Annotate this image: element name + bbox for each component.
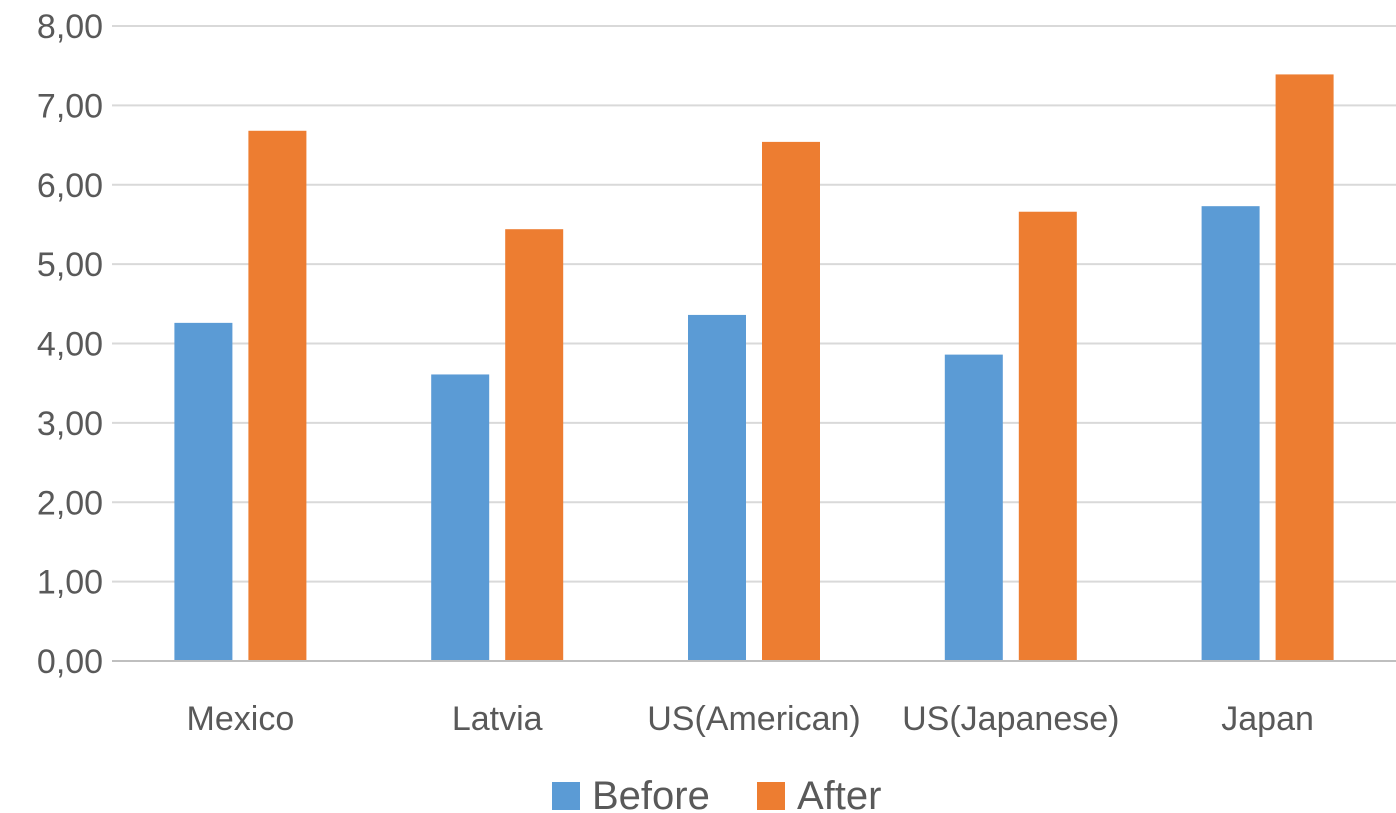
- legend-label-before: Before: [592, 774, 710, 813]
- x-category-label: US(American): [647, 700, 860, 738]
- legend-label-after: After: [797, 774, 881, 813]
- bar-after-us-american: [762, 141, 820, 661]
- legend: Before After: [552, 774, 881, 813]
- x-category-label: Japan: [1221, 700, 1314, 738]
- x-category-label: Latvia: [452, 700, 543, 738]
- legend-swatch-before: [552, 782, 580, 810]
- y-tick-label: 1,00: [37, 564, 103, 602]
- bars: [174, 74, 1334, 662]
- y-tick-label: 6,00: [37, 167, 103, 205]
- y-axis-tick-labels: 0,00 1,00 2,00 3,00 4,00 5,00 6,00 7,00 8,00: [37, 8, 103, 681]
- x-axis-category-labels: Mexico Latvia US(American) US(Japanese) Japa…: [187, 700, 1314, 738]
- y-tick-label: 0,00: [37, 643, 103, 681]
- bar-after-us-japanese: [1018, 211, 1077, 662]
- y-tick-label: 5,00: [37, 246, 103, 284]
- bar-after-japan: [1275, 74, 1334, 661]
- y-tick-label: 7,00: [37, 87, 103, 125]
- legend-swatch-after: [757, 782, 785, 810]
- bar-after-latvia: [505, 229, 564, 661]
- y-tick-label: 2,00: [37, 484, 103, 522]
- gridlines: [112, 25, 1396, 583]
- y-tick-label: 4,00: [37, 326, 103, 364]
- bar-before-japan: [1201, 206, 1260, 661]
- bar-before-latvia: [431, 374, 490, 661]
- y-tick-label: 3,00: [37, 405, 103, 443]
- bar-before-mexico: [174, 322, 233, 661]
- bar-before-us-american: [688, 314, 746, 661]
- x-category-label: US(Japanese): [902, 700, 1119, 738]
- y-tick-label: 8,00: [37, 8, 103, 46]
- bar-before-us-japanese: [944, 354, 1003, 661]
- x-category-label: Mexico: [187, 700, 295, 738]
- bar-after-mexico: [248, 130, 307, 661]
